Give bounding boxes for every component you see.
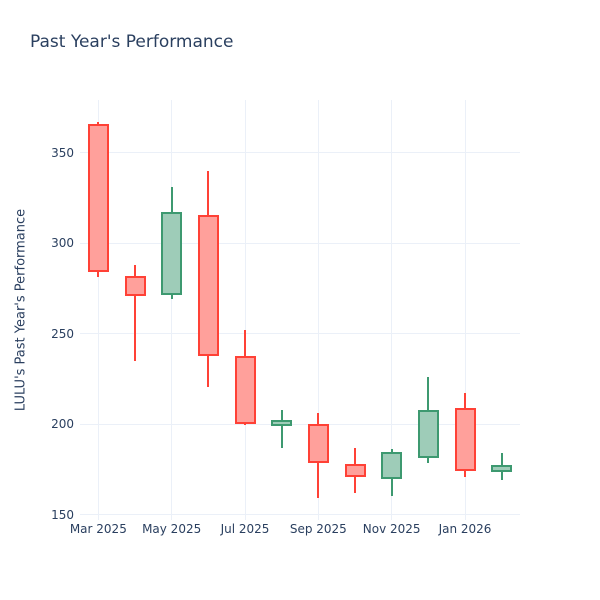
v-gridline [317, 100, 319, 520]
y-tick-label: 250 [51, 326, 74, 341]
candle-body[interactable] [124, 275, 146, 297]
h-gridline [80, 152, 520, 153]
x-tick-label: Jul 2025 [220, 522, 270, 536]
candle-body[interactable] [234, 356, 256, 425]
x-tick-label: Mar 2025 [69, 522, 127, 536]
y-tick-label: 300 [51, 236, 74, 251]
h-gridline [80, 423, 520, 425]
candle-body[interactable] [87, 124, 109, 272]
x-tick-label: Nov 2025 [362, 522, 421, 536]
candle-body[interactable] [417, 409, 439, 459]
candle-body[interactable] [307, 424, 329, 463]
v-gridline [464, 100, 466, 520]
candle-wick[interactable] [134, 264, 136, 361]
v-gridline [97, 100, 99, 520]
v-gridline [244, 100, 246, 520]
x-tick-label: Jan 2026 [438, 522, 492, 536]
candle-body[interactable] [161, 212, 183, 295]
v-gridline [391, 100, 393, 520]
y-tick-label: 200 [51, 417, 74, 432]
candle-wick[interactable] [280, 410, 283, 449]
candle-body[interactable] [344, 463, 366, 478]
x-tick-label: May 2025 [142, 522, 202, 536]
candle-body[interactable] [197, 214, 219, 357]
candle-body[interactable] [491, 464, 513, 473]
h-gridline [80, 333, 520, 335]
y-tick-label: 150 [51, 507, 74, 522]
x-tick-label: Sep 2025 [289, 522, 347, 536]
candle-body[interactable] [271, 419, 293, 426]
chart-title: Past Year's Performance [30, 32, 234, 52]
h-gridline [80, 514, 520, 516]
h-gridline [80, 242, 520, 244]
candle-body[interactable] [454, 407, 476, 472]
v-gridline [171, 100, 173, 520]
y-tick-label: 350 [51, 145, 74, 160]
candle-body[interactable] [381, 452, 403, 480]
